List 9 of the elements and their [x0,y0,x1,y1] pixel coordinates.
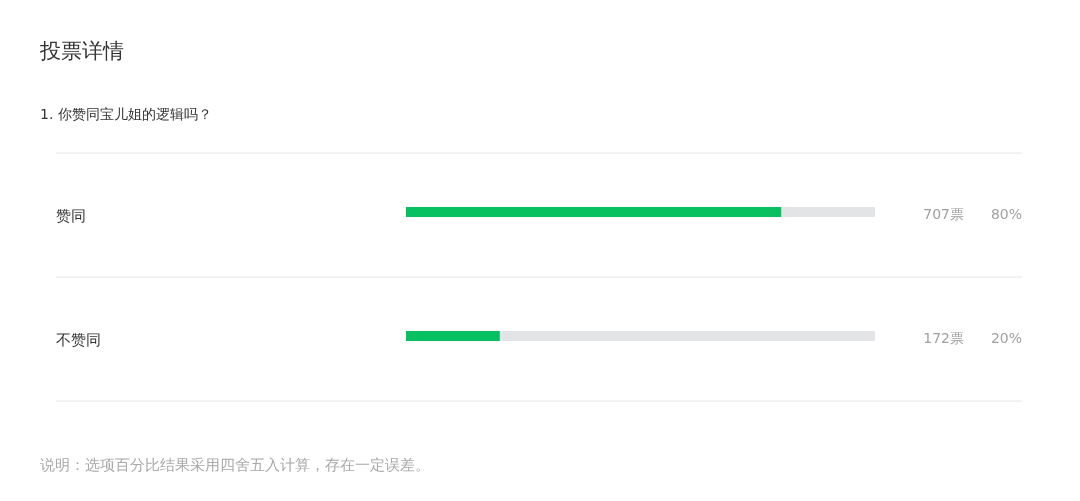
y-tick-label: 不赞同 [56,330,101,349]
text: 172票 [923,330,964,346]
data-label: 80% [990,206,1022,222]
text: 707票 [923,206,964,222]
text: 1. 你赞同宝儿姐的逻辑吗？ [40,106,212,122]
data-label: 20% [990,330,1022,346]
text: 投票详情 [39,39,124,63]
y-tick-label: 赞同 [56,206,86,225]
text: 说明：选项百分比结果采用四舍五入计算，存在一定误差。 [40,457,430,473]
